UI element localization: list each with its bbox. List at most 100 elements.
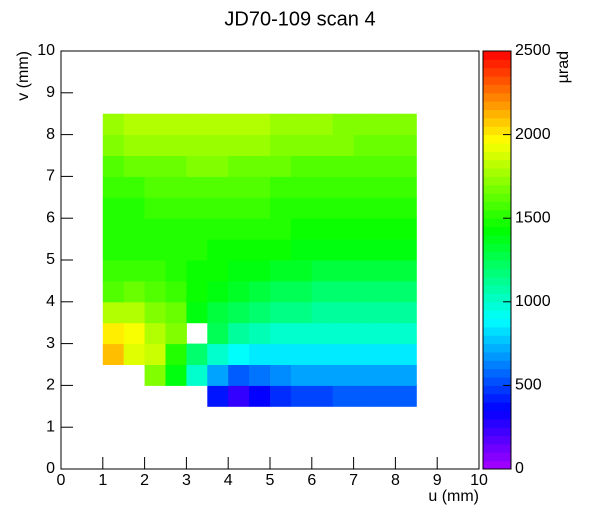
colorbar-band [483,276,511,286]
heatmap-cell [249,322,271,345]
heatmap-cell [186,155,208,177]
y-tick-label: 4 [46,293,55,310]
heatmap-cell [249,385,271,407]
y-tick-label: 1 [46,418,55,435]
heatmap-cell [270,134,292,156]
heatmap-cell [249,260,271,282]
heatmap-cell [353,155,375,177]
heatmap-cell [290,385,313,407]
colorbar-band [483,443,511,453]
heatmap-cell [395,113,417,136]
colorbar-band [483,67,511,77]
heatmap-cell [374,239,396,261]
heatmap-cell [332,260,355,282]
heatmap-cell [186,239,208,261]
heatmap-cell [123,176,146,198]
heatmap-cell [165,280,187,303]
heatmap-cell [249,239,271,261]
colorbar-band [483,176,511,186]
heatmap-cell [144,301,166,324]
colorbar-tick-label: 2500 [515,42,551,59]
heatmap-cell [332,134,355,156]
heatmap-cell [270,155,292,177]
heatmap-cell [123,197,146,219]
heatmap-cell [353,322,375,345]
heatmap-cell [311,364,334,386]
heatmap-cell [311,134,334,156]
colorbar-band [483,260,511,269]
colorbar-band [483,293,511,303]
colorbar-band [483,201,511,211]
heatmap-cell [374,155,396,177]
heatmap-cell [102,113,125,136]
heatmap-cell [228,343,250,365]
colorbar-band [483,326,511,336]
heatmap-cell [353,239,375,261]
heatmap-cell [395,218,417,240]
y-tick-label: 2 [46,377,55,394]
heatmap-cell [186,134,208,156]
heatmap-cell [102,343,125,365]
heatmap-cell [186,113,208,136]
heatmap-cell [207,218,229,240]
heatmap-cell [332,197,355,219]
heatmap-cell [123,260,146,282]
heatmap-cell [374,260,396,282]
heatmap-cell [395,197,417,219]
colorbar-band [483,218,511,228]
heatmap-cell [311,343,334,365]
colorbar-band [483,168,511,177]
heatmap-cell [311,385,334,407]
y-tick-label: 10 [37,42,55,59]
heatmap-cell [290,113,313,136]
heatmap-cell [207,155,229,177]
heatmap-cell [207,260,229,282]
y-tick-label: 5 [46,251,55,268]
heatmap-cell [123,280,146,303]
heatmap-cell [270,343,292,365]
y-tick-label: 7 [46,168,55,185]
x-tick-label: 5 [266,472,275,489]
colorbar-tick-label: 1500 [515,209,551,226]
heatmap-cell [332,176,355,198]
heatmap-cell [186,176,208,198]
heatmap-cell [228,260,250,282]
x-tick-label: 7 [349,472,358,489]
y-tick-label: 9 [46,84,55,101]
heatmap-cell [374,113,396,136]
colorbar-band [483,151,511,161]
heatmap-cell [353,385,375,407]
colorbar-band [483,101,511,111]
heatmap-cell [290,364,313,386]
heatmap-cell [144,134,166,156]
heatmap-cell [186,280,208,303]
y-tick-label: 3 [46,335,55,352]
colorbar-band [483,377,511,386]
heatmap-cell [165,155,187,177]
heatmap-cell [249,280,271,303]
heatmap-cell [395,176,417,198]
heatmap-cell [270,322,292,345]
heatmap-cell [374,176,396,198]
heatmap-cell [353,218,375,240]
x-axis-label: u (mm) [428,488,479,505]
heatmap-cell [165,364,187,386]
heatmap-cell [353,301,375,324]
x-tick-label: 4 [224,472,233,489]
heatmap-cell [332,113,355,136]
colorbar-band [483,84,511,94]
x-tick-label: 6 [307,472,316,489]
heatmap-cell [395,322,417,345]
x-tick-label: 1 [98,472,107,489]
colorbar-band [483,318,511,328]
heatmap-cell [374,301,396,324]
colorbar-band [483,360,511,370]
heatmap-cell [102,322,125,345]
colorbar-tick-label: 500 [515,377,542,394]
heatmap-cell [102,218,125,240]
colorbar-band [483,92,511,102]
heatmap-cell [228,134,250,156]
y-tick-label: 8 [46,126,55,143]
heatmap-cell [165,301,187,324]
heatmap-cell [102,155,125,177]
